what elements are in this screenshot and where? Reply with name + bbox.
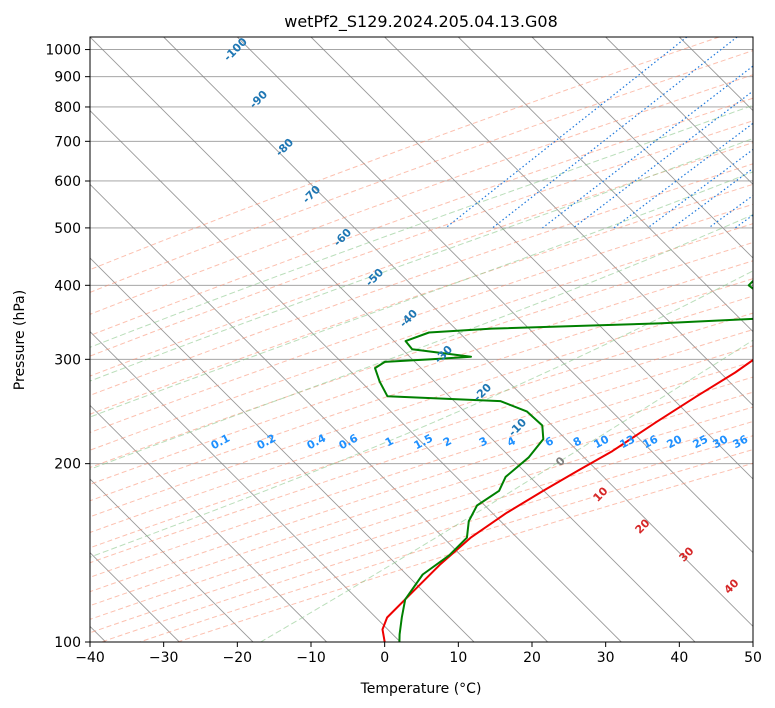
x-tick-label: −30 (149, 650, 179, 666)
y-tick-label: 900 (54, 70, 81, 86)
mixing-ratio-label: 25 (691, 433, 711, 452)
dry-adiabat-line (90, 183, 753, 415)
isotherm-line (605, 37, 753, 185)
y-tick-label: 100 (54, 635, 81, 651)
isotherm-line (90, 257, 475, 642)
isotherm-line (237, 37, 753, 554)
x-tick-label: 50 (744, 650, 762, 666)
mixing-ratio-label: 10 (592, 432, 612, 451)
plot-frame (89, 36, 754, 643)
dry-adiabat-line (90, 142, 753, 377)
mixing-ratio-label: 13 (618, 433, 638, 452)
isotherm-line (384, 37, 753, 406)
mixing-ratio-label: 16 (641, 432, 661, 451)
isotherm-line (90, 331, 401, 642)
background-lines (90, 37, 753, 642)
y-tick-label: 400 (54, 278, 81, 294)
dry-adiabat-line (90, 329, 753, 549)
moist-adiabat-line (90, 171, 753, 418)
dry-adiabat-line (90, 312, 753, 533)
y-tick-label: 500 (54, 221, 81, 237)
dewpoint-profile-line (374, 279, 753, 642)
x-tick-label: −20 (223, 650, 253, 666)
x-tick-label: 20 (523, 650, 541, 666)
mixing-ratio-label: 20 (665, 432, 685, 451)
dry-adiabat-line (90, 203, 753, 433)
x-tick-label: 30 (597, 650, 615, 666)
dry-adiabat-line (90, 345, 753, 564)
dry-adiabat-line (177, 462, 753, 642)
isotherm-line (310, 37, 753, 480)
x-tick-label: 10 (449, 650, 467, 666)
isotherm-line (531, 37, 753, 259)
chart-title: wetPf2_S129.2024.205.04.13.G08 (284, 12, 558, 32)
mixing-ratio-label: 36 (731, 432, 751, 451)
mixing-ratio-label: 30 (711, 432, 731, 451)
series-layer (374, 279, 753, 642)
dry-adiabat-line (90, 376, 753, 593)
isotherm-line (90, 404, 327, 642)
x-tick-label: 40 (670, 650, 688, 666)
y-tick-label: 800 (54, 100, 81, 116)
x-axis-label: Temperature (°C) (360, 681, 482, 697)
y-tick-label: 200 (54, 457, 81, 473)
dry-adiabat-line (90, 241, 753, 469)
temperature-profile-line (381, 358, 753, 642)
moist-adiabat-line (90, 104, 753, 348)
x-tick-label: −10 (296, 650, 326, 666)
x-axis: −40 −30 −20 −10 0 10 20 30 40 50 (75, 642, 762, 666)
dry-adiabat-line (101, 435, 753, 642)
y-tick-label: 600 (54, 174, 81, 190)
mixing-ratio-line (445, 37, 688, 229)
dry-adiabat-line (139, 449, 753, 642)
y-tick-label: 700 (54, 134, 81, 150)
isotherm-line (90, 110, 622, 642)
dry-adiabat-line (90, 223, 753, 451)
isotherm-line (458, 37, 753, 333)
moist-adiabat-line (260, 339, 753, 642)
y-tick-label: 1000 (45, 43, 81, 59)
x-tick-label: −40 (75, 650, 105, 666)
x-tick-label: 0 (380, 650, 389, 666)
isotherm-line (90, 37, 696, 642)
y-tick-label: 300 (54, 352, 81, 368)
y-axis-label: Pressure (hPa) (12, 290, 28, 390)
dry-adiabat-line (90, 120, 753, 357)
mixing-ratio-line (613, 122, 753, 229)
dry-adiabat-line (90, 278, 753, 502)
dry-adiabat-line (90, 361, 753, 578)
mixing-ratio-line (542, 65, 753, 229)
isotherm-line (163, 37, 753, 627)
y-axis: 100 200 300 400 500 600 700 800 900 1000 (45, 43, 90, 651)
isotherm-line (90, 183, 548, 642)
